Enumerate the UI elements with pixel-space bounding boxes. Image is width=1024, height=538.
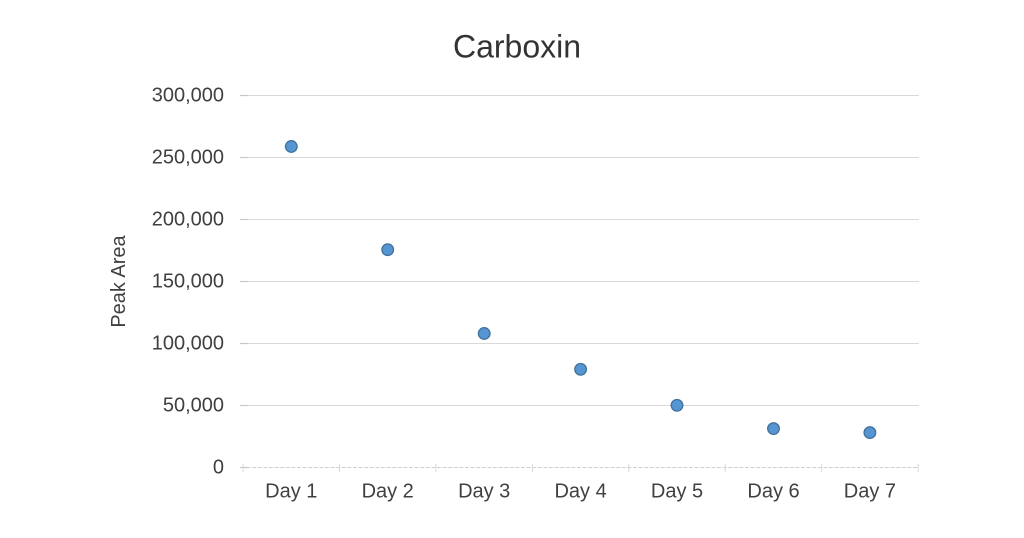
- svg-text:300,000: 300,000: [152, 85, 224, 107]
- svg-text:Day 7: Day 7: [844, 481, 896, 503]
- svg-text:100,000: 100,000: [152, 333, 224, 355]
- svg-text:0: 0: [213, 457, 224, 479]
- svg-text:Day 6: Day 6: [747, 481, 799, 503]
- svg-text:250,000: 250,000: [152, 147, 224, 169]
- svg-text:Day 1: Day 1: [265, 481, 317, 503]
- svg-text:Peak Area: Peak Area: [108, 234, 130, 327]
- svg-text:Day 2: Day 2: [362, 481, 414, 503]
- svg-text:Day 3: Day 3: [458, 481, 510, 503]
- svg-text:200,000: 200,000: [152, 209, 224, 231]
- svg-text:150,000: 150,000: [152, 271, 224, 293]
- svg-text:Day 5: Day 5: [651, 481, 703, 503]
- svg-text:Day 4: Day 4: [554, 481, 606, 503]
- svg-text:Carboxin: Carboxin: [453, 29, 581, 65]
- svg-text:50,000: 50,000: [163, 395, 224, 417]
